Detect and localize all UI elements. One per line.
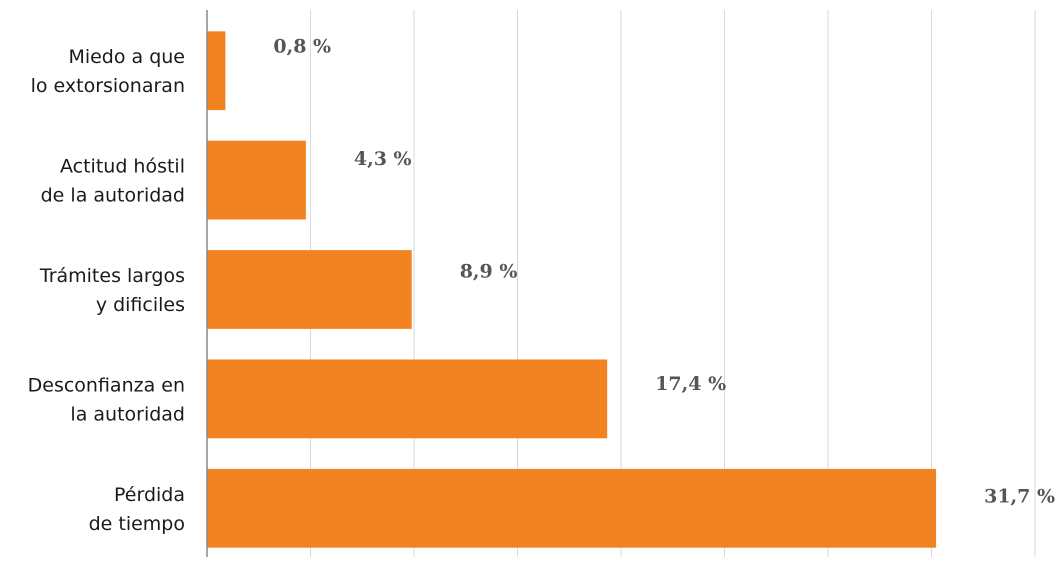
value-label: 4,3 % [354, 148, 412, 170]
category-label: Desconfianza en la autoridad [28, 374, 185, 425]
category-label: Pérdida de tiempo [89, 484, 185, 535]
bar [207, 250, 412, 329]
category-label-line: Desconfianza en [28, 374, 185, 396]
category-label-line: de la autoridad [41, 185, 185, 207]
bar [207, 140, 306, 220]
category-label-line: de tiempo [89, 513, 185, 535]
category-label-line: Pérdida [114, 484, 185, 506]
category-label-line: lo extorsionaran [31, 75, 185, 97]
category-label-line: la autoridad [70, 403, 185, 425]
category-label: Trámites largos y dificiles [39, 265, 185, 316]
bar [207, 359, 608, 439]
category-label-line: Actitud hóstil [60, 156, 185, 178]
value-label: 31,7 % [984, 485, 1055, 507]
category-label: Actitud hóstil de la autoridad [41, 156, 185, 207]
category-label-line: Trámites largos [39, 265, 185, 287]
category-label-line: y dificiles [96, 294, 185, 316]
category-label: Miedo a que lo extorsionaran [31, 46, 185, 97]
bar [207, 31, 226, 111]
value-label: 17,4 % [655, 373, 726, 395]
category-label-line: Miedo a que [68, 46, 185, 68]
value-label: 0,8 % [273, 36, 331, 58]
bar [207, 468, 937, 548]
value-label: 8,9 % [460, 261, 518, 283]
